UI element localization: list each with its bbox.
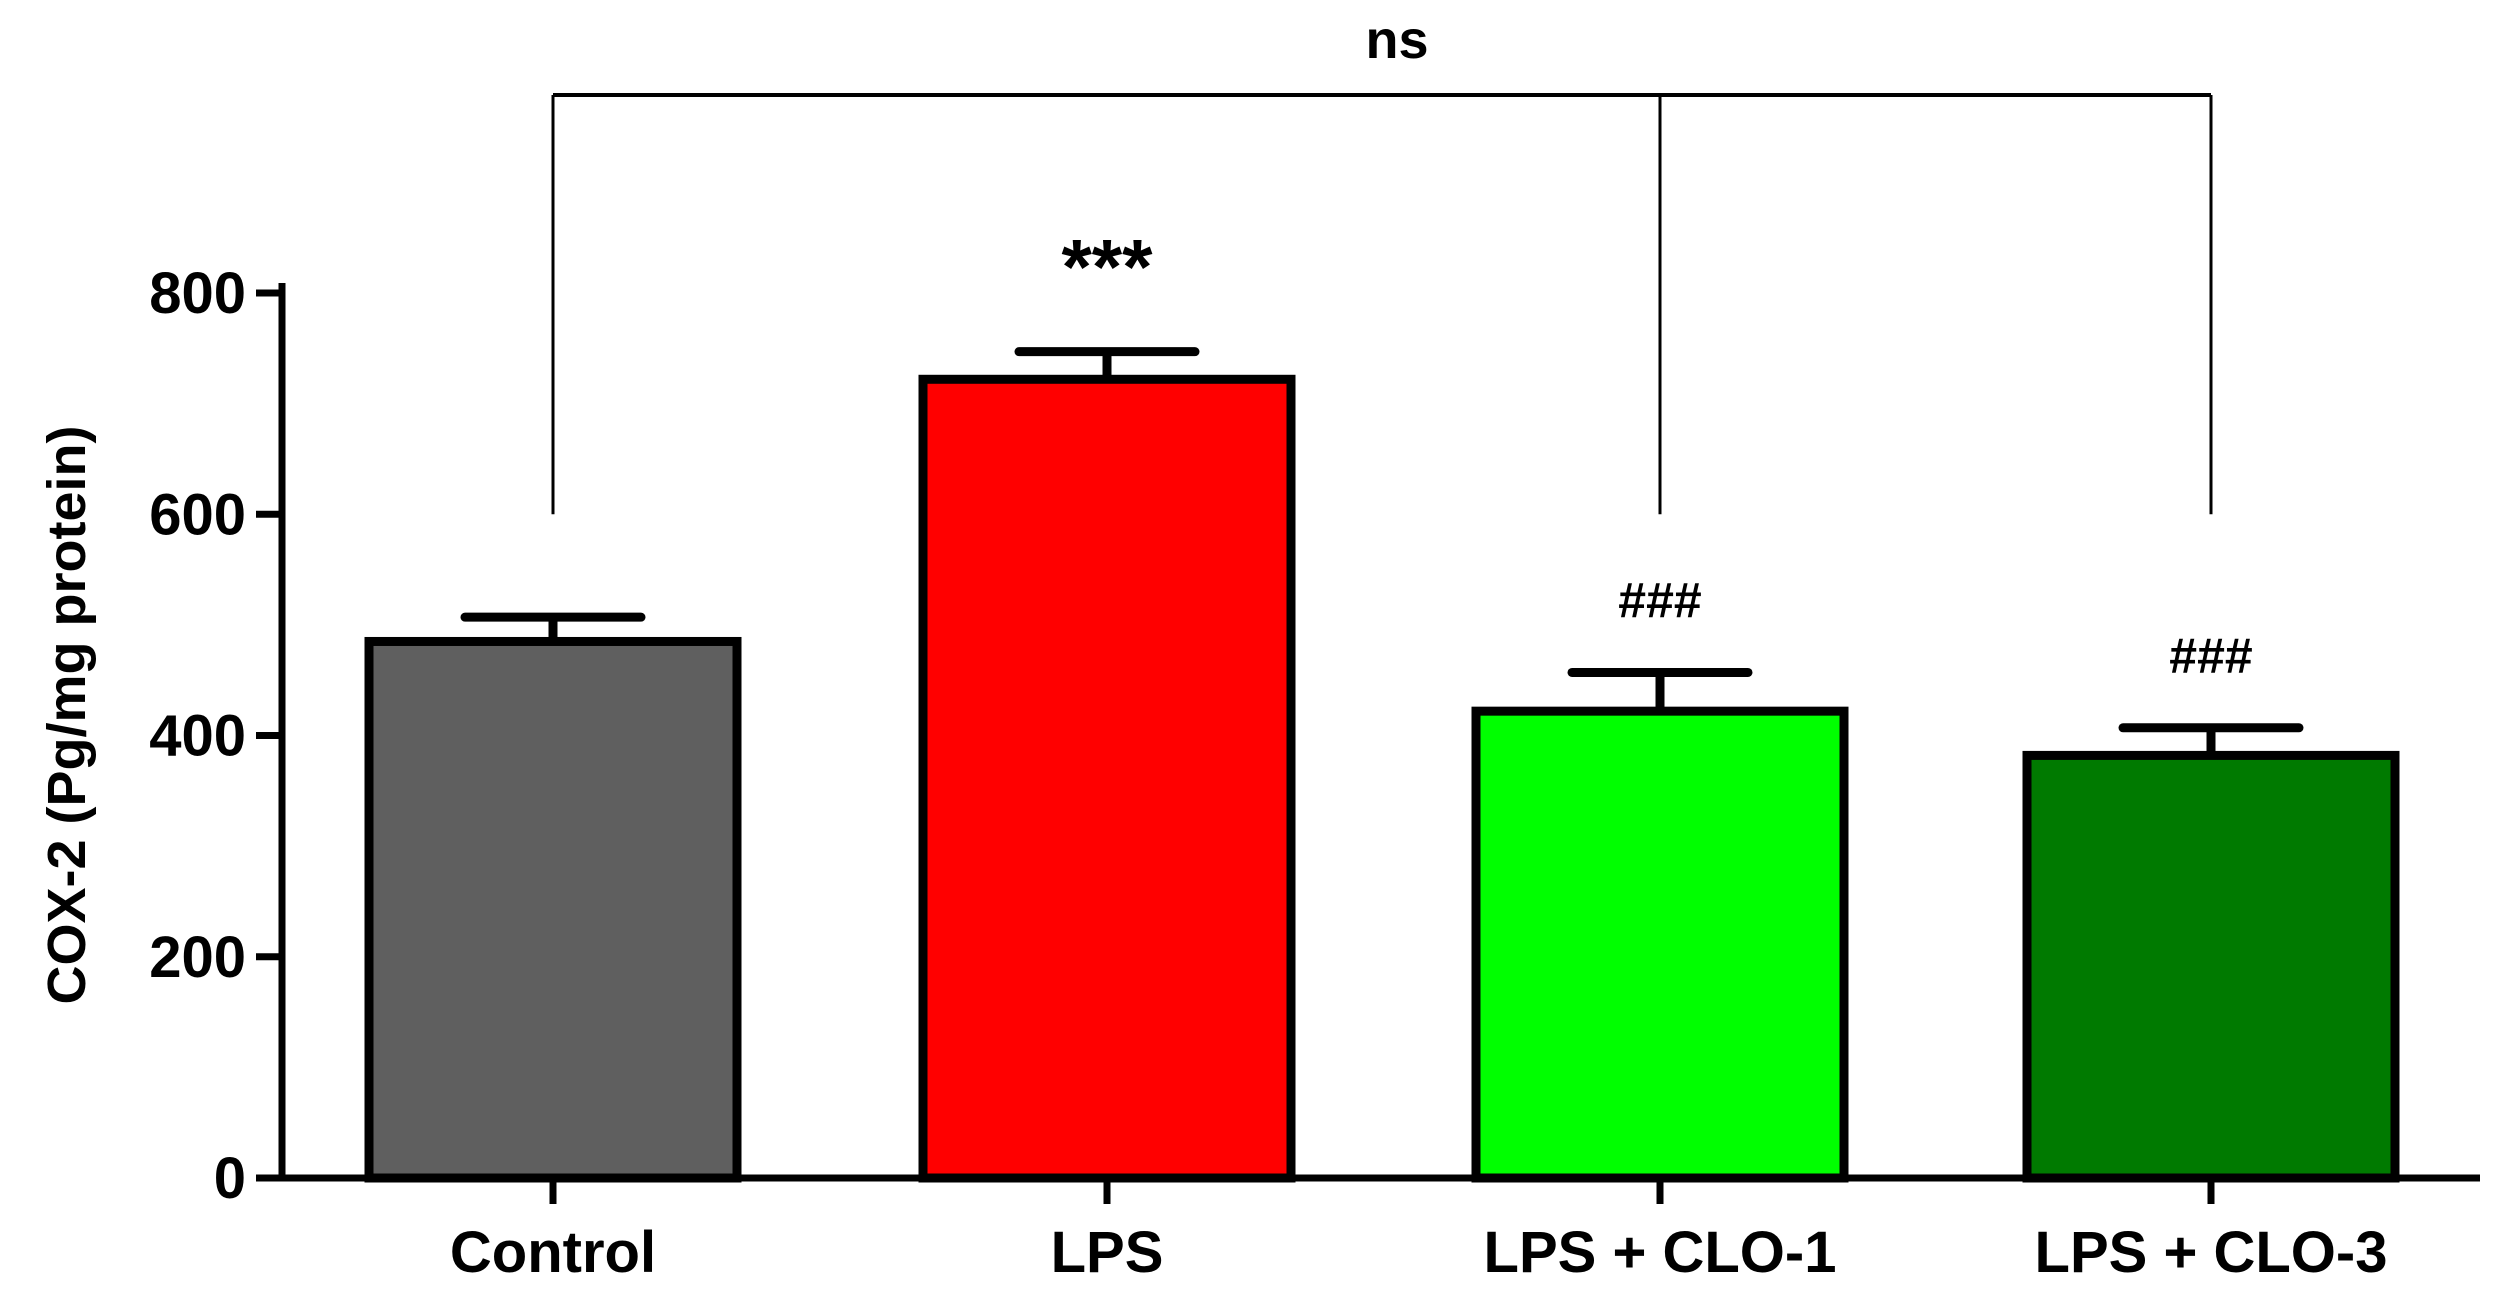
significance-comparison: ns [551, 10, 2213, 515]
y-tick-label: 0 [214, 1146, 246, 1211]
bars [364, 374, 2400, 1183]
y-tick-label: 600 [149, 482, 246, 547]
comparison-label: ns [1365, 10, 1428, 70]
bar-control [364, 636, 742, 1183]
x-tick-label: LPS + CLO-3 [2035, 1220, 2388, 1285]
significance-label: ### [2169, 628, 2252, 684]
error-bar [1567, 667, 1753, 712]
x-tick-label: LPS [1051, 1220, 1164, 1285]
x-tick-label: Control [450, 1220, 656, 1285]
error-bar [1014, 347, 1200, 380]
error-bars [460, 347, 2304, 756]
bar-lps-clo-1 [1471, 706, 1849, 1183]
x-tick-label: LPS + CLO-1 [1484, 1220, 1837, 1285]
bar-lps [918, 374, 1296, 1183]
significance-label: ### [1618, 572, 1701, 628]
y-tick-label: 800 [149, 261, 246, 326]
y-axis-title: COX-2 (Pg/mg protein) [37, 426, 97, 1005]
axes: 0 200 400 600 800 Control LPS LPS + CLO-1 LPS + … [149, 261, 2480, 1285]
y-tick-label: 200 [149, 925, 246, 990]
error-bar [2118, 723, 2304, 756]
y-tick-label: 400 [149, 704, 246, 769]
bar-annotations: *** ### ### [1061, 223, 2252, 684]
error-bar [460, 612, 646, 642]
significance-label: *** [1061, 223, 1153, 311]
bar-lps-clo-3 [2022, 750, 2400, 1183]
